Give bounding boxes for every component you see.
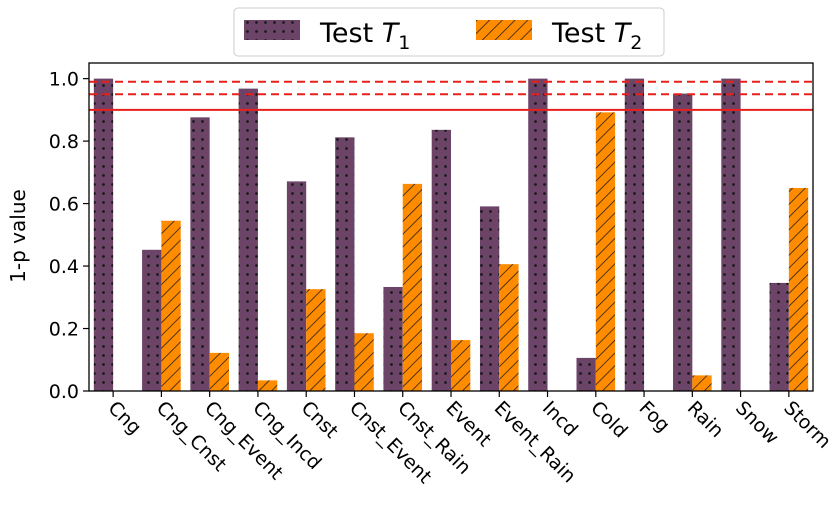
x-tick-label: Snow — [731, 397, 783, 449]
bar-t2 — [499, 264, 519, 391]
bar-t1 — [383, 286, 403, 391]
y-tick-label: 0.8 — [49, 131, 79, 153]
x-tick-label: Fog — [635, 397, 675, 437]
bar-t2 — [595, 112, 616, 391]
legend-swatch-t1 — [244, 20, 300, 40]
x-tick-label: Cold — [586, 397, 631, 442]
y-tick-label: 1.0 — [49, 69, 79, 91]
bar-t1 — [624, 78, 645, 391]
legend-swatch-t2 — [476, 20, 532, 40]
bar-t1 — [769, 282, 789, 391]
y-tick-label: 0.2 — [49, 319, 79, 341]
y-axis-label: 1-p value — [6, 189, 30, 283]
bar-t2 — [451, 340, 471, 391]
y-tick-label: 0.0 — [49, 381, 79, 403]
bar-t1 — [238, 88, 258, 391]
bar-t2 — [209, 352, 229, 391]
bar-t2 — [354, 333, 374, 391]
x-tick-label: Rain — [683, 397, 728, 442]
bar-t1 — [576, 357, 596, 391]
bar-t2 — [692, 375, 712, 391]
x-tick-label: Incd — [538, 397, 582, 441]
bar-t1 — [286, 181, 307, 391]
legend-label-t2: Test T2 — [551, 18, 642, 54]
bar-t2 — [306, 289, 326, 391]
bar-t1 — [528, 78, 548, 391]
x-tick-label: Cng — [104, 397, 146, 439]
bar-t1 — [142, 249, 162, 391]
bar-t2 — [257, 380, 278, 391]
bar-t2 — [161, 220, 181, 391]
legend-frame — [233, 7, 665, 57]
bar-t1 — [479, 206, 500, 391]
y-tick-label: 0.6 — [49, 194, 79, 216]
bar-t2 — [788, 187, 809, 391]
legend: Test T1 Test T2 — [233, 7, 665, 57]
bar-t1 — [431, 129, 451, 391]
bar-t1 — [190, 117, 210, 392]
bar-t1 — [721, 78, 741, 391]
y-tick-label: 0.4 — [49, 256, 79, 278]
x-tick-label: Storm — [779, 397, 831, 453]
legend-label-t1: Test T1 — [319, 18, 410, 54]
bar-t1 — [93, 78, 114, 391]
plot-frame — [88, 62, 814, 392]
bar-t1 — [335, 137, 355, 391]
bar-t2 — [402, 183, 423, 391]
bar-t1 — [673, 93, 693, 391]
